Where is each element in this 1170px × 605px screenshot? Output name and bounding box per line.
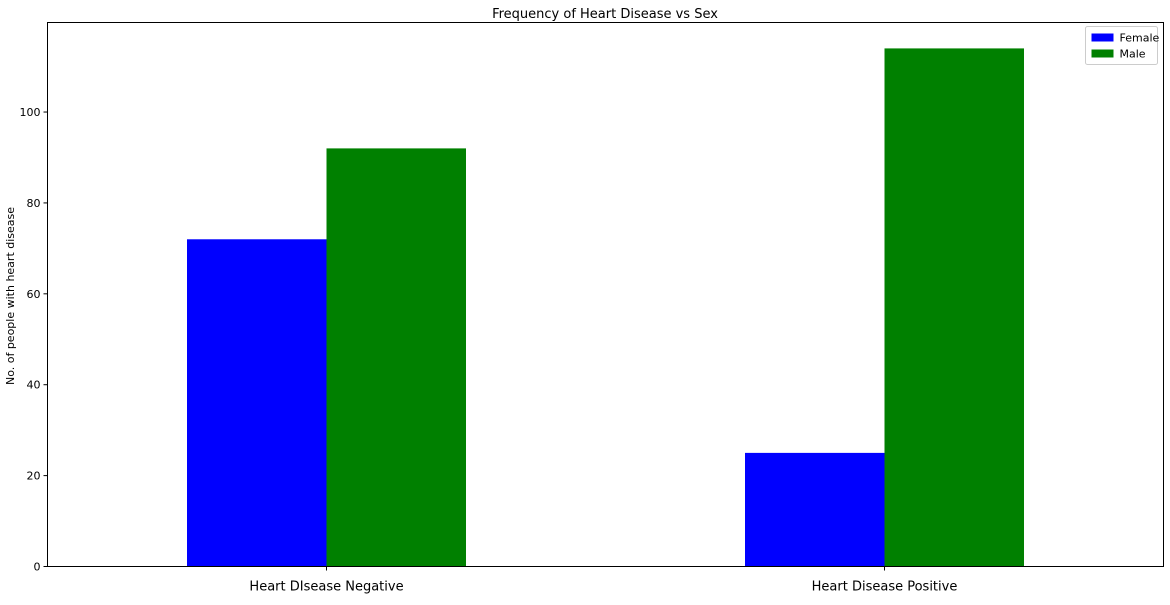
legend-label-male: Male: [1120, 48, 1146, 61]
legend: Female Male: [1085, 26, 1160, 65]
x-axis: Heart DIsease Negative Heart Disease Posi…: [249, 566, 958, 595]
legend-swatch-male: [1091, 49, 1114, 58]
y-axis: 0 20 40 60 80 100: [20, 106, 48, 574]
y-tick-label: 60: [27, 288, 41, 301]
bar-female-1: [745, 452, 885, 567]
bar-male-0: [326, 148, 466, 567]
bar-female-0: [187, 239, 327, 567]
y-tick-label: 100: [20, 106, 41, 119]
plot-frame: [47, 22, 1164, 567]
bar-male-1: [884, 48, 1024, 567]
y-tick-label: 80: [27, 197, 41, 210]
legend-swatch-female: [1091, 33, 1114, 42]
chart-title: Frequency of Heart Disease vs Sex: [492, 7, 718, 22]
bars-layer: [187, 48, 1024, 567]
y-tick-label: 20: [27, 470, 41, 483]
legend-label-female: Female: [1120, 32, 1160, 45]
x-tick-label: Heart DIsease Negative: [249, 580, 403, 595]
y-tick-label: 0: [34, 561, 41, 574]
y-axis-label: No. of people with heart disease: [4, 207, 17, 385]
y-tick-label: 40: [27, 379, 41, 392]
x-tick-label: Heart Disease Positive: [812, 580, 958, 595]
